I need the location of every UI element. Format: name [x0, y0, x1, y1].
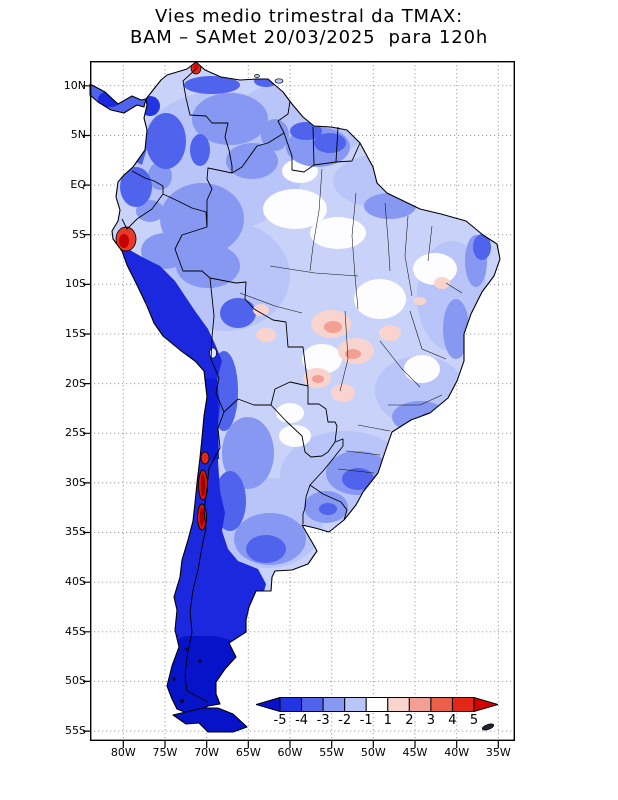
- colorbar-tick-label: 2: [405, 713, 414, 728]
- colorbar-tick-label: 5: [469, 713, 479, 728]
- colorbar-tick-label: 4: [448, 713, 457, 728]
- lon-tick-label: 50W: [360, 746, 386, 759]
- lat-tick-label: 10S: [65, 277, 86, 291]
- lon-tick-label: 75W: [152, 746, 178, 759]
- lon-tick-label: 60W: [277, 746, 303, 759]
- state-borders: [239, 168, 463, 474]
- red-bias-spots: [115, 62, 210, 531]
- lon-tick-label: 45W: [402, 746, 428, 759]
- colorbar-tick-label: -2: [338, 713, 352, 728]
- colorbar: [254, 696, 500, 713]
- plot-frame: [83, 60, 516, 748]
- lat-tick-label: 5N: [70, 128, 86, 142]
- lon-tick-label: 65W: [235, 746, 261, 759]
- lon-tick-label: 70W: [194, 746, 220, 759]
- map-svg: [83, 60, 516, 748]
- lat-tick-label: 30S: [65, 475, 86, 489]
- lat-tick-label: 5S: [72, 227, 86, 241]
- trinidad-island: [274, 78, 284, 84]
- colorbar-tick-label: 1: [383, 713, 392, 728]
- lat-tick-label: 45S: [65, 624, 86, 638]
- bias-shading: [90, 62, 500, 732]
- lake-titicaca: [209, 347, 217, 359]
- lon-tick-label: 40W: [444, 746, 470, 759]
- coastline: [89, 61, 501, 733]
- colorbar-tick-label: -3: [316, 713, 330, 728]
- lat-tick-label: 25S: [65, 426, 86, 440]
- left-axis-ticks: [83, 85, 90, 732]
- lat-tick-label: EQ: [70, 178, 86, 192]
- lat-tick-label: 20S: [65, 376, 86, 390]
- colorbar-tick-label: -5: [273, 713, 287, 728]
- bottom-axis-ticks: [122, 741, 499, 748]
- lon-tick-label: 35W: [485, 746, 511, 759]
- lon-tick-label: 80W: [110, 746, 136, 759]
- lat-tick-label: 55S: [65, 723, 86, 737]
- plot-title-line1: Vies medio trimestral da TMAX:: [155, 6, 463, 27]
- margarita-island: [254, 74, 260, 78]
- country-borders: [121, 68, 361, 703]
- colorbar-tick-label: 3: [426, 713, 436, 728]
- plot-title-line2: BAM – SAMet 20/03/2025 para 120h: [129, 27, 489, 48]
- lat-tick-label: 40S: [65, 575, 86, 589]
- lat-tick-label: 10N: [63, 78, 86, 92]
- lon-tick-label: 55W: [319, 746, 345, 759]
- lat-tick-label: 50S: [65, 674, 86, 688]
- lat-tick-label: 15S: [65, 326, 86, 340]
- colorbar-tick-label: -4: [295, 713, 309, 728]
- south-georgia-island: [481, 723, 495, 731]
- lat-tick-label: 35S: [65, 525, 86, 539]
- colorbar-svg: [254, 696, 500, 713]
- colorbar-tick-label: -1: [359, 713, 373, 728]
- map-plot-area: [83, 60, 516, 748]
